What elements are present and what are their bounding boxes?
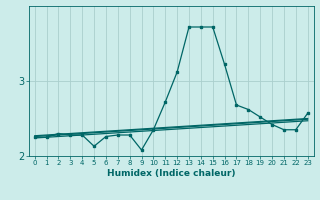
X-axis label: Humidex (Indice chaleur): Humidex (Indice chaleur) [107,169,236,178]
